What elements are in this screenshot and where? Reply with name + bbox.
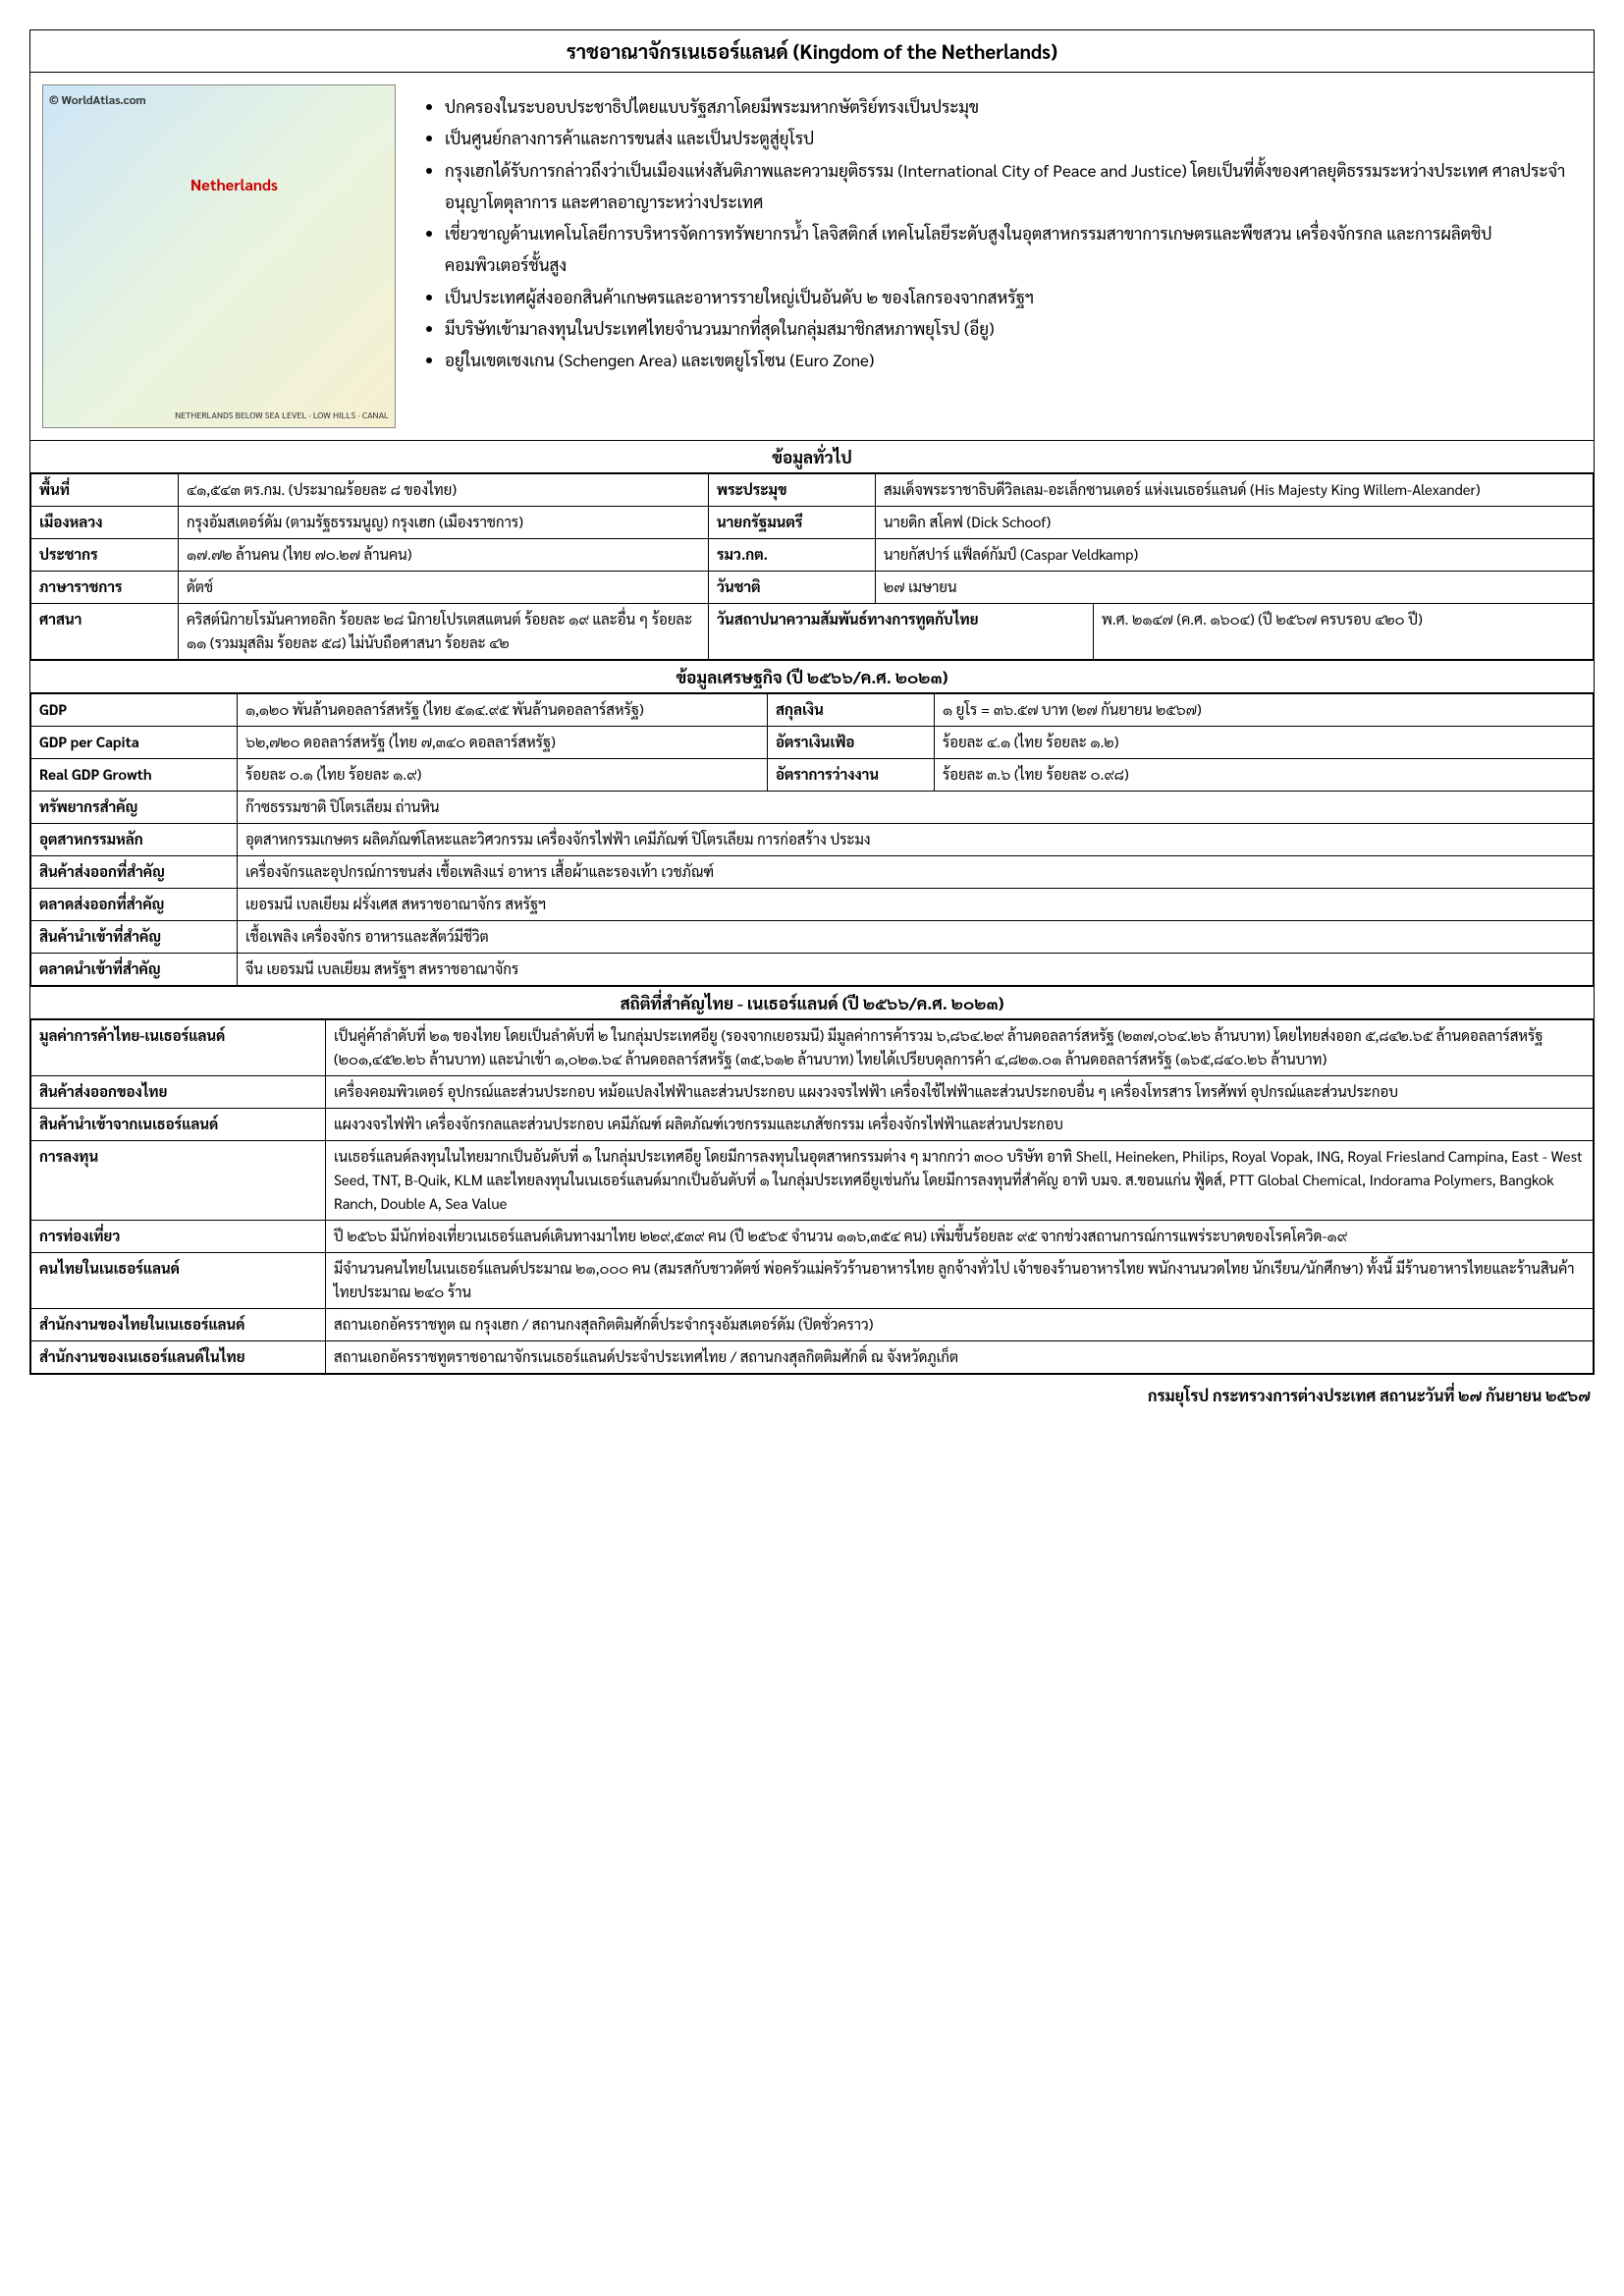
thais-value: มีจำนวนคนไทยในเนเธอร์แลนด์ประมาณ ๒๑,๐๐๐ … xyxy=(326,1253,1594,1309)
stats-header: สถิติที่สำคัญไทย - เนเธอร์แลนด์ (ปี ๒๕๖๖… xyxy=(30,986,1594,1019)
map-country-label: Netherlands xyxy=(190,174,278,194)
thimport-value: แผงวงจรไฟฟ้า เครื่องจักรกลและส่วนประกอบ … xyxy=(326,1109,1594,1141)
pop-label: ประชากร xyxy=(31,539,179,572)
trade-label: มูลค่าการค้าไทย-เนเธอร์แลนด์ xyxy=(31,1020,326,1076)
exports-value: เครื่องจักรและอุปกรณ์การขนส่ง เชื้อเพลิง… xyxy=(238,856,1594,889)
tourism-label: การท่องเที่ยว xyxy=(31,1221,326,1253)
thimport-label: สินค้านำเข้าจากเนเธอร์แลนด์ xyxy=(31,1109,326,1141)
pop-value: ๑๗.๗๒ ล้านคน (ไทย ๗๐.๒๗ ล้านคน) xyxy=(179,539,709,572)
thoffice-value: สถานเอกอัครราชทูต ณ กรุงเฮก / สถานกงสุลก… xyxy=(326,1309,1594,1341)
page-title: ราชอาณาจักรเนเธอร์แลนด์ (Kingdom of the … xyxy=(30,30,1594,73)
relations-label: วันสถาปนาความสัมพันธ์ทางการทูตกับไทย xyxy=(709,604,1094,660)
inflation-value: ร้อยละ ๔.๑ (ไทย ร้อยละ ๑.๒) xyxy=(935,727,1594,759)
head-label: พระประมุข xyxy=(709,474,876,507)
bullet-item: กรุงเฮกได้รับการกล่าวถึงว่าเป็นเมืองแห่ง… xyxy=(445,154,1570,218)
importmkt-label: ตลาดนำเข้าที่สำคัญ xyxy=(31,954,238,986)
thais-label: คนไทยในเนเธอร์แลนด์ xyxy=(31,1253,326,1309)
general-table: พื้นที่ ๔๑,๕๔๓ ตร.กม. (ประมาณร้อยละ ๘ ขอ… xyxy=(30,473,1594,660)
imports-value: เชื้อเพลิง เครื่องจักร อาหารและสัตว์มีชี… xyxy=(238,921,1594,954)
industry-label: อุตสาหกรรมหลัก xyxy=(31,824,238,856)
capital-label: เมืองหลวง xyxy=(31,507,179,539)
resources-label: ทรัพยากรสำคัญ xyxy=(31,792,238,824)
pm-value: นายดิก สโคฟ (Dick Schoof) xyxy=(876,507,1594,539)
header-section: © WorldAtlas.com Netherlands NETHERLANDS… xyxy=(30,73,1594,441)
exports-label: สินค้าส่งออกที่สำคัญ xyxy=(31,856,238,889)
bullet-list: ปกครองในระบอบประชาธิปไตยแบบรัฐสภาโดยมีพร… xyxy=(417,90,1570,376)
resources-value: ก๊าซธรรมชาติ ปิโตรเลียม ถ่านหิน xyxy=(238,792,1594,824)
thexport-label: สินค้าส่งออกของไทย xyxy=(31,1076,326,1109)
map-image: © WorldAtlas.com Netherlands NETHERLANDS… xyxy=(42,84,396,428)
stats-table: มูลค่าการค้าไทย-เนเธอร์แลนด์ เป็นคู่ค้าล… xyxy=(30,1019,1594,1374)
religion-value: คริสต์นิกายโรมันคาทอลิก ร้อยละ ๒๘ นิกายโ… xyxy=(179,604,709,660)
imports-label: สินค้านำเข้าที่สำคัญ xyxy=(31,921,238,954)
natday-label: วันชาติ xyxy=(709,572,876,604)
bullet-item: เชี่ยวชาญด้านเทคโนโลยีการบริหารจัดการทรั… xyxy=(445,217,1570,281)
inflation-label: อัตราเงินเฟ้อ xyxy=(768,727,935,759)
currency-value: ๑ ยูโร = ๓๖.๕๗ บาท (๒๗ กันยายน ๒๕๖๗) xyxy=(935,694,1594,727)
importmkt-value: จีน เยอรมนี เบลเยียม สหรัฐฯ สหราชอาณาจัก… xyxy=(238,954,1594,986)
growth-label: Real GDP Growth xyxy=(31,759,238,792)
gdppc-value: ๖๒,๗๒๐ ดอลลาร์สหรัฐ (ไทย ๗,๓๔๐ ดอลลาร์สห… xyxy=(238,727,768,759)
pm-label: นายกรัฐมนตรี xyxy=(709,507,876,539)
bullet-item: มีบริษัทเข้ามาลงทุนในประเทศไทยจำนวนมากที… xyxy=(445,312,1570,344)
summary-bullets: ปกครองในระบอบประชาธิปไตยแบบรัฐสภาโดยมีพร… xyxy=(407,73,1594,440)
trade-value: เป็นคู่ค้าลำดับที่ ๒๑ ของไทย โดยเป็นลำดั… xyxy=(326,1020,1594,1076)
currency-label: สกุลเงิน xyxy=(768,694,935,727)
exportmkt-label: ตลาดส่งออกที่สำคัญ xyxy=(31,889,238,921)
gdppc-label: GDP per Capita xyxy=(31,727,238,759)
lang-label: ภาษาราชการ xyxy=(31,572,179,604)
footer-text: กรมยุโรป กระทรวงการต่างประเทศ สถานะวันที… xyxy=(29,1375,1595,1405)
invest-value: เนเธอร์แลนด์ลงทุนในไทยมากเป็นอันดับที่ ๑… xyxy=(326,1141,1594,1221)
gdp-label: GDP xyxy=(31,694,238,727)
natday-value: ๒๗ เมษายน xyxy=(876,572,1594,604)
factsheet-page: ราชอาณาจักรเนเธอร์แลนด์ (Kingdom of the … xyxy=(29,29,1595,1375)
thoffice-label: สำนักงานของไทยในเนเธอร์แลนด์ xyxy=(31,1309,326,1341)
bullet-item: อยู่ในเขตเชงเกน (Schengen Area) และเขตยู… xyxy=(445,344,1570,375)
bullet-item: ปกครองในระบอบประชาธิปไตยแบบรัฐสภาโดยมีพร… xyxy=(445,90,1570,122)
bullet-item: เป็นประเทศผู้ส่งออกสินค้าเกษตรและอาหารรา… xyxy=(445,281,1570,312)
tourism-value: ปี ๒๕๖๖ มีนักท่องเที่ยวเนเธอร์แลนด์เดินท… xyxy=(326,1221,1594,1253)
map-attribution: © WorldAtlas.com xyxy=(49,91,146,107)
area-label: พื้นที่ xyxy=(31,474,179,507)
unemp-label: อัตราการว่างงาน xyxy=(768,759,935,792)
capital-value: กรุงอัมสเตอร์ดัม (ตามรัฐธรรมนูญ) กรุงเฮก… xyxy=(179,507,709,539)
fm-label: รมว.กต. xyxy=(709,539,876,572)
fm-value: นายกัสปาร์ แฟ็ลด์กัมป์ (Caspar Veldkamp) xyxy=(876,539,1594,572)
map-legend: NETHERLANDS BELOW SEA LEVEL · LOW HILLS … xyxy=(175,410,389,421)
econ-header: ข้อมูลเศรษฐกิจ (ปี ๒๕๖๖/ค.ศ. ๒๐๒๓) xyxy=(30,660,1594,693)
religion-label: ศาสนา xyxy=(31,604,179,660)
head-value: สมเด็จพระราชาธิบดีวิลเลม-อะเล็กซานเดอร์ … xyxy=(876,474,1594,507)
area-value: ๔๑,๕๔๓ ตร.กม. (ประมาณร้อยละ ๘ ของไทย) xyxy=(179,474,709,507)
relations-value: พ.ศ. ๒๑๔๗ (ค.ศ. ๑๖๐๔) (ปี ๒๕๖๗ ครบรอบ ๔๒… xyxy=(1094,604,1594,660)
industry-value: อุตสาหกรรมเกษตร ผลิตภัณฑ์โลหะและวิศวกรรม… xyxy=(238,824,1594,856)
invest-label: การลงทุน xyxy=(31,1141,326,1221)
lang-value: ดัตช์ xyxy=(179,572,709,604)
nloffice-value: สถานเอกอัครราชทูตราชอาณาจักรเนเธอร์แลนด์… xyxy=(326,1341,1594,1374)
unemp-value: ร้อยละ ๓.๖ (ไทย ร้อยละ ๐.๙๘) xyxy=(935,759,1594,792)
gdp-value: ๑,๑๒๐ พันล้านดอลลาร์สหรัฐ (ไทย ๕๑๔.๙๕ พั… xyxy=(238,694,768,727)
nloffice-label: สำนักงานของเนเธอร์แลนด์ในไทย xyxy=(31,1341,326,1374)
bullet-item: เป็นศูนย์กลางการค้าและการขนส่ง และเป็นปร… xyxy=(445,122,1570,153)
exportmkt-value: เยอรมนี เบลเยียม ฝรั่งเศส สหราชอาณาจักร … xyxy=(238,889,1594,921)
general-header: ข้อมูลทั่วไป xyxy=(30,441,1594,473)
growth-value: ร้อยละ ๐.๑ (ไทย ร้อยละ ๑.๙) xyxy=(238,759,768,792)
econ-table: GDP ๑,๑๒๐ พันล้านดอลลาร์สหรัฐ (ไทย ๕๑๔.๙… xyxy=(30,693,1594,986)
thexport-value: เครื่องคอมพิวเตอร์ อุปกรณ์และส่วนประกอบ … xyxy=(326,1076,1594,1109)
